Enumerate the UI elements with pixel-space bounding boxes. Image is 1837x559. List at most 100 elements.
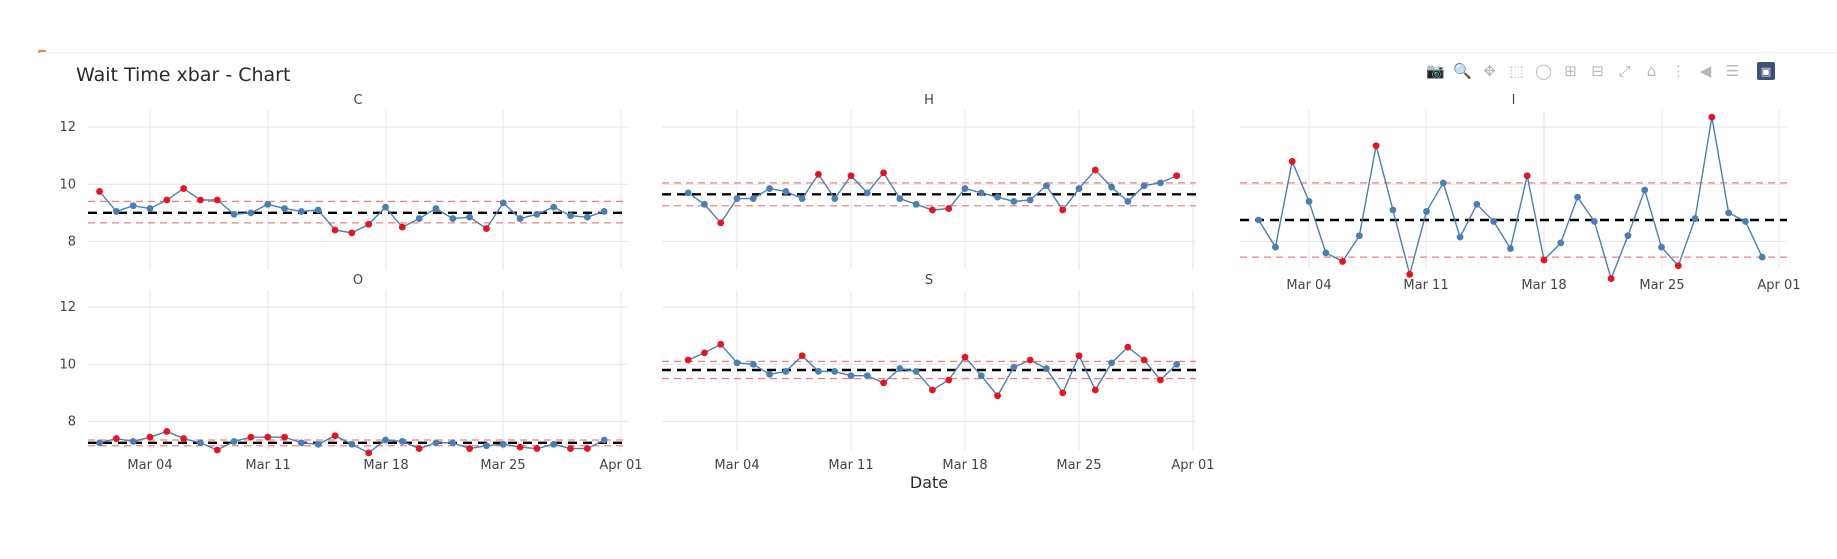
out-of-control-point	[880, 169, 887, 177]
data-point	[847, 372, 855, 380]
data-point	[533, 210, 541, 218]
data-point	[550, 203, 558, 211]
out-of-control-point	[929, 386, 936, 394]
data-point	[701, 200, 708, 208]
data-point	[798, 195, 806, 202]
y-tick-label: 10	[59, 357, 76, 372]
x-tick-label: Mar 04	[1286, 278, 1331, 293]
data-point	[230, 210, 238, 218]
out-of-control-point	[247, 433, 255, 441]
data-point	[449, 439, 457, 447]
out-of-control-point	[798, 352, 806, 360]
data-point	[297, 208, 305, 215]
data-point	[1439, 179, 1447, 187]
data-point	[499, 440, 507, 448]
x-tick-label: Apr 01	[599, 458, 642, 473]
out-of-control-point	[1140, 356, 1148, 364]
data-point	[516, 215, 524, 222]
data-point	[896, 365, 904, 372]
data-point	[1322, 249, 1330, 257]
data-point	[1658, 243, 1665, 251]
out-of-control-point	[945, 205, 953, 212]
out-of-control-point	[583, 445, 591, 452]
chart-title: Wait Time xbar - Chart	[76, 64, 291, 86]
y-tick-label: 12	[59, 300, 76, 315]
data-point	[994, 193, 1001, 201]
out-of-control-point	[146, 433, 154, 441]
data-point	[733, 195, 741, 202]
out-of-control-point	[365, 449, 373, 457]
reset-axes-icon[interactable]: ⌂	[1646, 62, 1657, 80]
x-tick-label: Mar 25	[480, 458, 525, 473]
panel-title-c: C	[353, 93, 362, 108]
data-point	[912, 368, 920, 375]
data-point	[314, 206, 322, 214]
pan-icon[interactable]: ✥	[1483, 62, 1496, 80]
out-of-control-point	[516, 443, 524, 451]
panel-c: 8 10 12 C	[59, 93, 628, 270]
zoom-out-icon[interactable]: ⊟	[1591, 62, 1604, 80]
out-of-control-point	[213, 196, 221, 204]
x-tick-label: Mar 11	[828, 458, 873, 473]
data-point	[896, 195, 904, 202]
data-point	[1108, 359, 1115, 367]
data-point	[1389, 206, 1397, 214]
out-of-control-point	[929, 206, 936, 214]
out-of-control-point	[112, 435, 120, 442]
x-tick-label: Apr 01	[1757, 278, 1800, 293]
data-point	[197, 439, 204, 447]
out-of-control-point	[717, 340, 725, 348]
hover-closest-icon[interactable]: ◀	[1699, 62, 1712, 80]
out-of-control-point	[880, 379, 887, 387]
out-of-control-point	[281, 433, 288, 441]
out-of-control-point	[1173, 172, 1181, 180]
data-point	[432, 205, 440, 212]
data-point	[961, 185, 969, 192]
camera-icon[interactable]: 📷	[1426, 62, 1445, 80]
data-point	[1691, 215, 1699, 222]
zoom-icon[interactable]: 🔍	[1453, 62, 1472, 80]
logo-accent-mark	[38, 50, 46, 53]
out-of-control-point	[1523, 172, 1531, 180]
data-point	[600, 436, 608, 444]
panel-o: 8 10 12 O Mar 04 Mar 11 Mar 18 Mar 25 Apr 01	[59, 273, 642, 473]
lasso-icon[interactable]: ◯	[1535, 62, 1552, 80]
data-point	[1272, 243, 1279, 251]
x-tick-label: Mar 18	[1521, 278, 1566, 293]
x-tick-label: Mar 18	[363, 458, 408, 473]
out-of-control-point	[466, 445, 474, 452]
out-of-control-point	[1540, 256, 1548, 264]
data-point	[766, 370, 773, 378]
data-point	[112, 208, 120, 215]
box-select-icon[interactable]: ⬚	[1509, 62, 1524, 80]
y-tick-label: 12	[59, 120, 76, 135]
data-point	[1026, 196, 1034, 204]
series-line	[99, 187, 605, 234]
out-of-control-point	[180, 435, 188, 442]
top-divider	[40, 52, 1837, 53]
x-tick-label: Mar 25	[1639, 278, 1684, 293]
data-point	[766, 185, 773, 192]
data-point	[398, 438, 406, 445]
x-tick-label: Apr 01	[1171, 458, 1214, 473]
data-point	[1355, 232, 1363, 240]
out-of-control-point	[213, 446, 221, 454]
data-point	[466, 213, 474, 221]
out-of-control-point	[701, 349, 708, 357]
data-point	[1010, 363, 1018, 371]
panel-title-h: H	[924, 93, 934, 108]
data-point	[1490, 218, 1498, 225]
out-of-control-point	[483, 225, 490, 232]
panel-title-i: I	[1512, 93, 1516, 108]
autoscale-icon[interactable]: ⤢	[1618, 62, 1631, 80]
panel-title-o: O	[353, 273, 363, 288]
spike-lines-icon[interactable]: ⋮	[1671, 62, 1686, 80]
plotly-logo-icon[interactable]: ▣	[1757, 62, 1775, 80]
data-point	[831, 195, 839, 202]
x-tick-label: Mar 18	[942, 458, 987, 473]
hover-compare-icon[interactable]: ☰	[1725, 62, 1740, 80]
zoom-in-icon[interactable]: ⊞	[1564, 62, 1577, 80]
out-of-control-point	[684, 356, 692, 364]
data-point	[977, 189, 985, 197]
